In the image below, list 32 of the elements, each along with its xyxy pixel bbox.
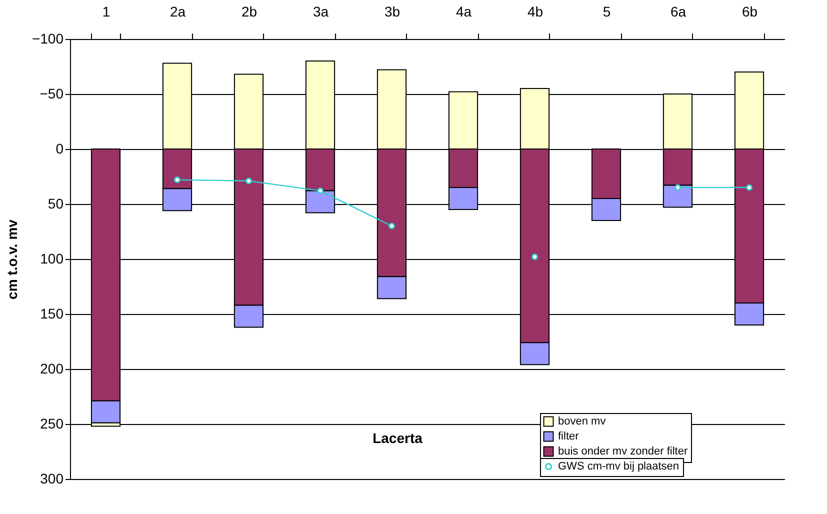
y-tick-label: 250	[40, 416, 64, 432]
x-tick-label: 3a	[312, 4, 329, 20]
x-tick-label: 6b	[742, 4, 758, 20]
point	[674, 184, 681, 191]
y-tick-label: 100	[40, 250, 64, 266]
y-tick-label: −100	[32, 30, 64, 46]
y-tick-label: 300	[40, 470, 64, 486]
point	[388, 222, 395, 230]
x-tick-label: 1	[102, 4, 110, 20]
legend-label: filter	[558, 430, 580, 442]
legend-label: GWS cm-mv bij plaatsen	[558, 460, 680, 472]
y-tick-label: 50	[48, 196, 64, 212]
x-tick-label: 2b	[241, 4, 258, 20]
point	[246, 178, 252, 184]
point	[746, 184, 752, 191]
annotation: Lacerta	[372, 430, 423, 446]
y-tick-label: 0	[56, 140, 64, 156]
x-tick-label: 5	[602, 4, 611, 20]
y-axis-title: cm t.o.v. mv	[4, 219, 20, 300]
y-tick-label: 150	[40, 306, 64, 322]
y-tick-label: −50	[40, 86, 64, 102]
x-tick-label: 4b	[527, 4, 544, 20]
x-tick-label: 3b	[384, 4, 400, 20]
point	[317, 188, 324, 194]
point	[174, 176, 180, 184]
x-tick-label: 2a	[170, 4, 186, 20]
legend-label: boven mv	[558, 416, 606, 428]
legend-label: buis onder mv zonder filter	[558, 446, 688, 458]
x-tick-label: 4a	[456, 4, 472, 20]
x-tick-label: 6a	[670, 4, 686, 20]
point	[532, 254, 538, 260]
y-tick-label: 200	[40, 360, 64, 376]
